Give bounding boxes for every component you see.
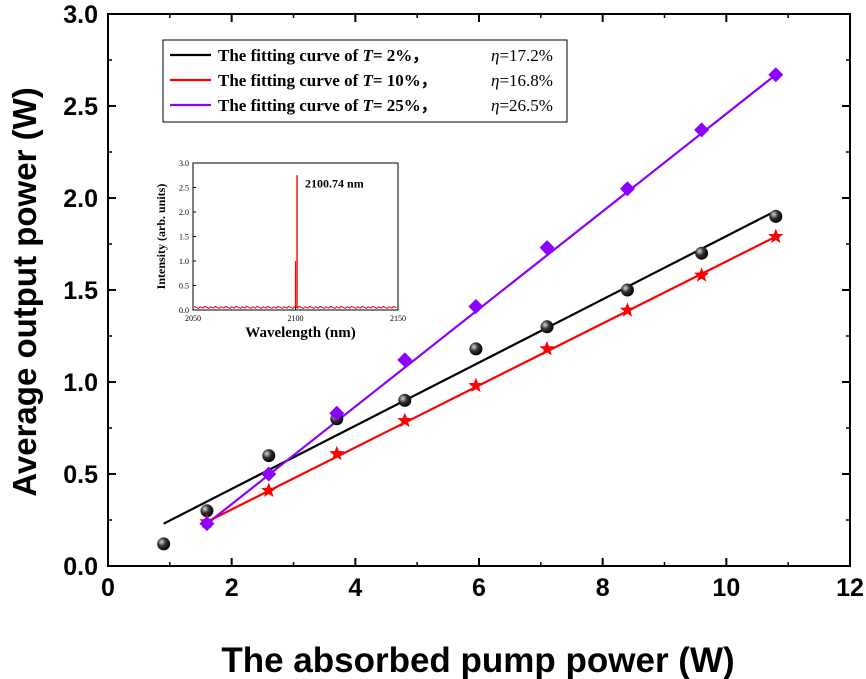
point-sphere [157, 537, 171, 551]
point-star [468, 377, 484, 393]
legend-label-1: The fitting curve of T= 2%， η=17.2% [218, 46, 553, 65]
point-diamond [619, 181, 635, 197]
inset-x-tick-label: 2100 [288, 314, 304, 323]
legend: The fitting curve of T= 2%， η=17.2% The fi… [162, 39, 568, 123]
point-diamond [694, 122, 710, 138]
inset-y-tick-label: 3.0 [179, 159, 189, 168]
point-diamond [329, 405, 345, 421]
legend-label-3: The fitting curve of T= 25%， η=26.5% [218, 96, 553, 115]
point-sphere [695, 246, 709, 260]
x-tick-label: 8 [596, 574, 610, 602]
point-star [261, 482, 277, 498]
point-star [768, 228, 784, 244]
inset-y-tick-label: 2.5 [179, 184, 189, 193]
inset-y-tick-label: 0.5 [179, 282, 189, 291]
inset-y-axis-title: Intensity (arb. units) [154, 184, 168, 290]
main-ticks: 0 2 4 6 8 10 12 0.0 0.5 1.0 1.5 2.0 2.5 3.0 [63, 1, 864, 602]
fit-lines [163, 73, 777, 525]
point-diamond [768, 67, 784, 83]
x-tick-label: 4 [348, 574, 362, 602]
x-tick-label: 2 [225, 574, 239, 602]
y-tick-label: 1.0 [63, 369, 98, 397]
y-tick-label: 0.0 [63, 553, 98, 581]
legend-label-2: The fitting curve of T= 10%， η=16.8% [218, 71, 553, 90]
point-star [329, 445, 345, 461]
point-diamond [397, 352, 413, 368]
point-star [539, 340, 555, 356]
point-sphere [620, 283, 634, 297]
point-star [397, 412, 413, 428]
inset-y-tick-label: 1.5 [179, 233, 189, 242]
x-tick-label: 0 [101, 574, 115, 602]
inset-x-tick-label: 2050 [185, 314, 201, 323]
point-sphere [469, 342, 483, 356]
x-tick-label: 6 [472, 574, 486, 602]
y-tick-label: 3.0 [63, 1, 98, 29]
point-diamond [199, 516, 215, 532]
point-sphere [200, 504, 214, 518]
inset-spectrum: 2100.74 nm 2050 2100 2150 0.0 0.5 1.0 1.5 2.0 2.5… [154, 159, 406, 341]
inset-y-tick-label: 0.0 [179, 306, 189, 315]
point-star [693, 267, 710, 282]
point-sphere [769, 209, 783, 223]
x-tick-label: 10 [712, 574, 740, 602]
data-markers [157, 67, 784, 551]
x-tick-label: 12 [836, 574, 864, 602]
fit-line-2 [206, 235, 777, 523]
point-diamond [539, 240, 555, 256]
inset-y-tick-label: 1.0 [179, 257, 189, 266]
point-sphere [398, 393, 412, 407]
point-sphere [262, 449, 276, 463]
fit-line-1 [163, 209, 777, 525]
point-diamond [468, 299, 484, 315]
y-tick-label: 2.0 [63, 185, 98, 213]
inset-y-tick-label: 2.0 [179, 208, 189, 217]
point-sphere [540, 320, 554, 334]
fit-line-3 [206, 73, 777, 525]
point-diamond [261, 466, 277, 482]
legend-box [162, 39, 568, 123]
point-star [619, 302, 636, 317]
inset-peak-annotation: 2100.74 nm [305, 176, 364, 190]
y-axis-title: Average output power (W) [6, 87, 43, 496]
inset-x-tick-label: 2150 [390, 314, 406, 323]
y-tick-label: 2.5 [63, 93, 98, 121]
x-axis-title: The absorbed pump power (W) [221, 641, 734, 679]
inset-x-axis-title: Wavelength (nm) [245, 325, 355, 341]
y-tick-label: 0.5 [63, 461, 98, 489]
y-tick-label: 1.5 [63, 277, 98, 305]
